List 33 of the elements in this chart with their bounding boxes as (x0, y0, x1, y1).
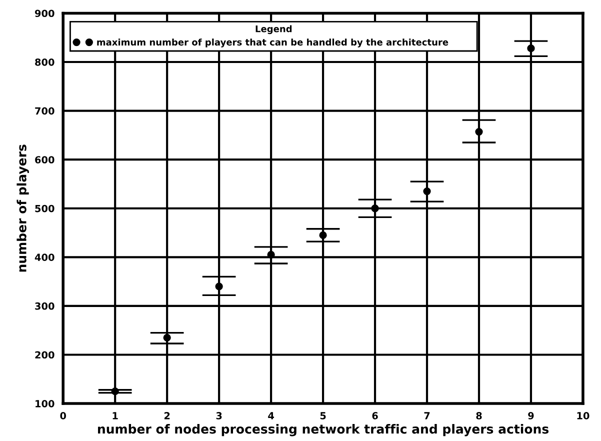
x-tick-label: 4 (268, 412, 274, 420)
legend-title: Legend (256, 25, 292, 34)
legend-label: maximum number of players that can be handled by the architecture (97, 38, 448, 48)
point (475, 128, 483, 136)
point (319, 231, 327, 240)
y-tick-label: 700 (35, 107, 54, 115)
x-tick-label: 9 (528, 412, 534, 420)
point (527, 44, 535, 52)
y-tick-label: 400 (34, 254, 54, 261)
y-tick-label: 100 (36, 400, 54, 408)
point (163, 334, 171, 342)
y-tick-label: 500 (35, 204, 54, 212)
x-tick-label: 10 (577, 412, 590, 420)
point (371, 204, 379, 212)
point (111, 388, 119, 396)
y-tick-label: 600 (35, 156, 54, 164)
x-tick-label: 0 (60, 412, 66, 420)
point (215, 282, 223, 290)
x-tick-label: 3 (216, 412, 222, 420)
x-axis-title: number of nodes processing network traffic and players actions (98, 424, 549, 436)
x-tick-label: 5 (320, 412, 326, 420)
x-tick-label: 1 (112, 412, 118, 420)
y-tick-label: 200 (35, 351, 54, 359)
y-tick-label: 800 (35, 58, 54, 66)
y-axis-title: number of players (16, 144, 29, 272)
x-tick-label: 7 (424, 412, 430, 420)
x-tick-label: 8 (476, 412, 482, 420)
x-tick-label: 2 (164, 412, 170, 420)
y-tick-label: 900 (34, 10, 54, 18)
point (267, 250, 275, 259)
point (423, 187, 431, 196)
y-tick-label: 300 (35, 302, 54, 310)
x-tick-label: 6 (372, 412, 378, 420)
